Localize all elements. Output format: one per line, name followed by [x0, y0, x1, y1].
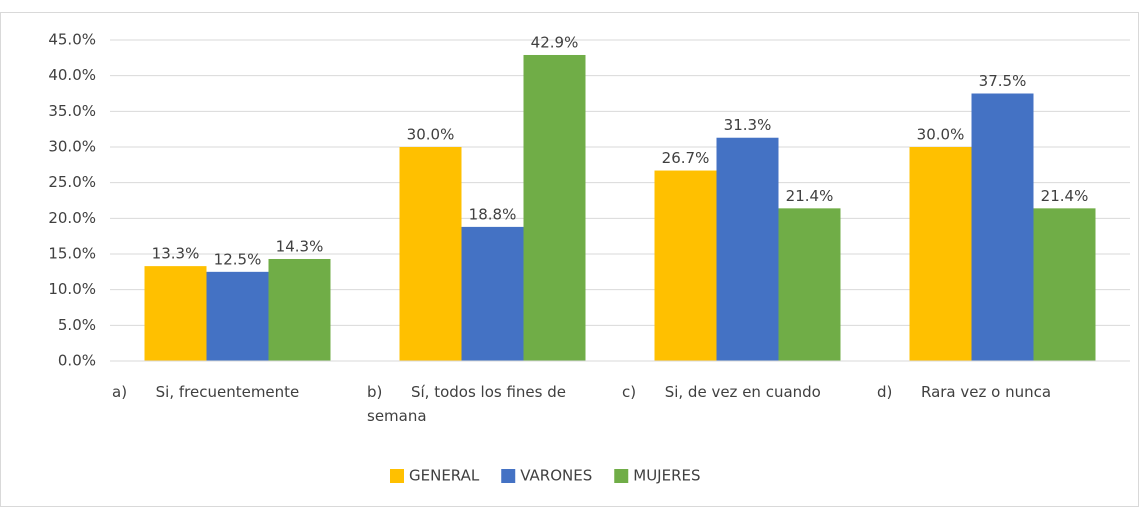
- y-tick-label: 5.0%: [58, 316, 96, 334]
- data-label: 31.3%: [724, 116, 772, 134]
- legend-swatch: [614, 469, 629, 483]
- y-tick-label: 0.0%: [58, 352, 96, 370]
- y-tick-label: 30.0%: [48, 138, 96, 156]
- bar: [909, 147, 972, 361]
- data-label: 14.3%: [276, 237, 324, 255]
- y-tick-label: 35.0%: [48, 102, 96, 120]
- data-label: 18.8%: [469, 205, 517, 223]
- data-label: 37.5%: [979, 72, 1027, 90]
- data-label: 30.0%: [407, 126, 455, 144]
- bar: [399, 147, 462, 361]
- legend-label: GENERAL: [409, 467, 480, 485]
- data-label: 21.4%: [1041, 187, 1089, 205]
- data-label: 26.7%: [662, 149, 710, 167]
- bar: [654, 170, 717, 361]
- bar: [716, 137, 779, 361]
- y-tick-label: 10.0%: [48, 280, 96, 298]
- y-tick-label: 40.0%: [48, 66, 96, 84]
- x-tick-label: b) Sí, todos los fines de semana: [367, 383, 571, 425]
- bar: [268, 258, 331, 361]
- y-tick-label: 25.0%: [48, 173, 96, 191]
- x-tick-label: d) Rara vez o nunca: [877, 383, 1052, 401]
- legend-label: MUJERES: [633, 467, 700, 485]
- bar: [1033, 208, 1096, 361]
- bar: [523, 54, 586, 361]
- y-tick-label: 15.0%: [48, 245, 96, 263]
- bar: [144, 266, 207, 361]
- data-label: 13.3%: [152, 245, 200, 263]
- bar: [778, 208, 841, 361]
- y-tick-label: 20.0%: [48, 209, 96, 227]
- bar: [206, 271, 269, 361]
- data-label: 42.9%: [531, 33, 579, 51]
- x-tick-label: a) Si, frecuentemente: [112, 383, 300, 401]
- legend-swatch: [390, 469, 404, 483]
- bar: [971, 93, 1034, 361]
- legend-label: VARONES: [520, 467, 592, 485]
- legend-swatch: [501, 469, 516, 483]
- bar: [461, 226, 524, 361]
- y-tick-label: 45.0%: [48, 31, 96, 49]
- data-label: 21.4%: [786, 187, 834, 205]
- data-label: 30.0%: [917, 126, 965, 144]
- data-label: 12.5%: [214, 250, 262, 268]
- x-tick-label: c) Si, de vez en cuando: [622, 383, 821, 401]
